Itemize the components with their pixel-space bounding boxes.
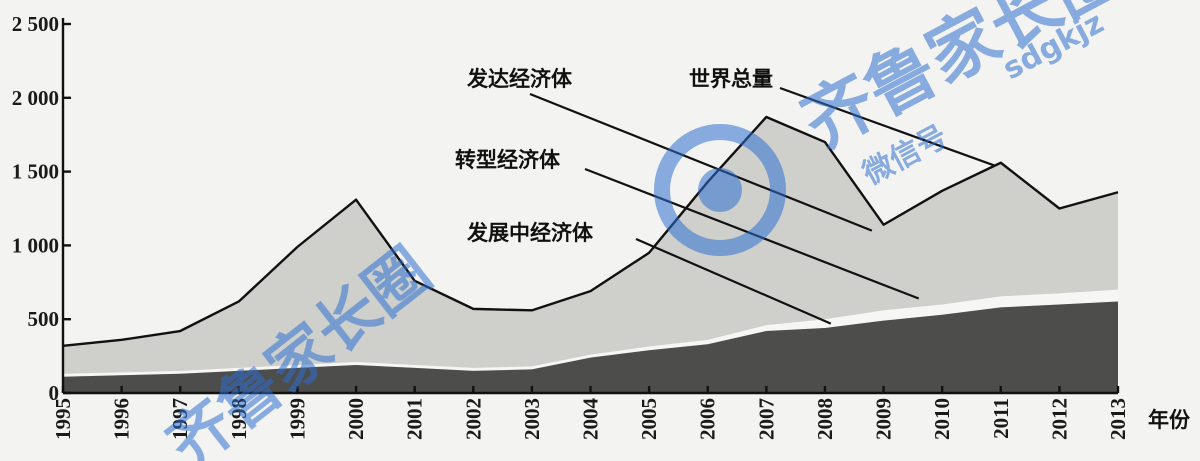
x-tick-label: 2008 <box>813 398 837 440</box>
transition-economies-band <box>63 289 1118 377</box>
annotation-label: 发达经济体 <box>466 67 573 91</box>
world-total-line <box>62 115 1119 347</box>
chart-areas <box>62 115 1119 393</box>
y-tick-label: 1 000 <box>12 233 59 257</box>
x-tick-label: 2003 <box>520 398 544 440</box>
y-tick-label: 1 500 <box>12 160 59 184</box>
chart-ticks: 0 500 1 000 1 500 2 000 2 500 1995 1996 1997 1998… <box>12 12 1191 440</box>
x-tick-label: 2006 <box>696 398 720 440</box>
x-tick-label: 2000 <box>344 398 368 440</box>
x-tick-label: 1998 <box>227 398 251 440</box>
x-tick-label: 2001 <box>403 398 427 440</box>
annotation-leader <box>779 86 996 167</box>
x-tick-label: 2012 <box>1047 398 1071 440</box>
x-axis-title: 年份 <box>1148 408 1191 432</box>
x-tick-label: 2005 <box>637 398 661 440</box>
x-tick-label: 2010 <box>930 398 954 440</box>
y-tick-label: 2 500 <box>12 12 59 36</box>
annotation-leader <box>635 237 832 325</box>
x-tick-label: 1997 <box>168 398 192 440</box>
x-tick-label: 2002 <box>461 398 485 440</box>
x-tick-label: 2009 <box>872 398 896 440</box>
y-tick-label: 0 <box>49 381 60 405</box>
x-tick-label: 2004 <box>579 398 603 441</box>
x-tick-label: 2013 <box>1106 398 1130 440</box>
annotation-leader <box>529 92 873 232</box>
x-tick-label: 1996 <box>110 398 134 440</box>
annotation-label: 发展中经济体 <box>466 221 594 245</box>
annotation-label: 转型经济体 <box>455 148 561 172</box>
x-tick-label: 2007 <box>754 398 778 440</box>
y-tick-label: 2 000 <box>12 86 59 110</box>
x-tick-label: 1995 <box>51 398 75 440</box>
watermark-logo-ring <box>654 124 786 256</box>
x-tick-label: 2011 <box>989 398 1013 439</box>
x-tick-label: 1999 <box>285 398 309 440</box>
y-tick-label: 500 <box>28 307 60 331</box>
developing-economies-area <box>63 301 1118 393</box>
annotation-label: 世界总量 <box>689 67 773 91</box>
watermark-logo-dot <box>698 168 742 212</box>
